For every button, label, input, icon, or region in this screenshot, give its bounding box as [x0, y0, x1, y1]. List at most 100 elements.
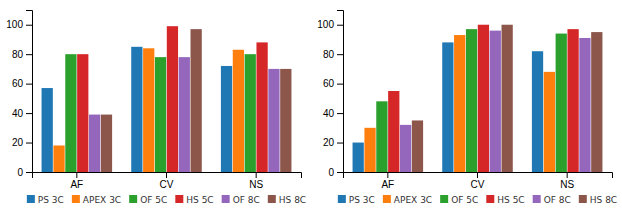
tick: 80 [323, 49, 343, 60]
chart-root: 0 20 40 60 80 100 AF CV NS PS 3C APEX 3C OF 5C HS 5C… [0, 0, 622, 212]
legend-item: APEX 3C [383, 195, 432, 205]
bar [412, 120, 423, 172]
bar [89, 115, 100, 172]
bar [65, 54, 76, 172]
tick-mark [337, 113, 343, 114]
tick-mark [387, 172, 388, 178]
legend-label: APEX 3C [83, 195, 121, 205]
legend-label: HS 5C [186, 195, 213, 205]
bar [400, 125, 411, 172]
bar [364, 128, 375, 172]
bar [245, 54, 256, 172]
legend: PS 3CAPEX 3COF 5CHS 5COF 8CHS 8C [338, 195, 617, 205]
legend-label: OF 8C [544, 195, 571, 205]
tick: 100 [317, 19, 343, 30]
series [376, 29, 567, 172]
bar [466, 29, 477, 172]
bar [442, 42, 453, 172]
tick-label: CV [471, 179, 485, 190]
tick: 100 [6, 19, 32, 30]
tick-label: 20 [12, 137, 24, 148]
series [412, 25, 603, 172]
tick: 40 [12, 108, 32, 119]
series [353, 42, 544, 172]
legend-swatch [222, 195, 230, 203]
legend-label: OF 5C [140, 195, 167, 205]
tick: 0 [17, 167, 32, 178]
tick-label: 40 [323, 108, 335, 119]
bar [376, 101, 387, 172]
tick-label: 80 [323, 49, 335, 60]
bar [131, 47, 142, 172]
legend-label: HS 8C [279, 195, 306, 205]
tick-mark [256, 172, 257, 178]
tick-label: 40 [12, 108, 24, 119]
legend-label: PS 3C [349, 195, 375, 205]
tick-mark [26, 25, 32, 26]
bar [454, 35, 465, 172]
bar [591, 32, 602, 172]
tick: 0 [328, 167, 343, 178]
legend-label: HS 8C [590, 195, 617, 205]
series [364, 35, 555, 172]
tick-mark [26, 54, 32, 55]
bar [191, 29, 202, 172]
tick: 40 [323, 108, 343, 119]
tick-mark [26, 172, 32, 173]
series [400, 31, 591, 172]
bar [556, 34, 567, 172]
legend-swatch [72, 195, 80, 203]
legend: PS 3C APEX 3C OF 5C HS 5C OF 8C HS 8C [27, 195, 306, 205]
series [42, 47, 233, 172]
axis-line [337, 11, 344, 173]
bars [353, 25, 603, 172]
tick-label: 100 [6, 19, 23, 30]
tick: 20 [323, 137, 343, 148]
bar [544, 72, 555, 172]
bar [567, 29, 578, 172]
bar [478, 25, 489, 172]
tick: 60 [323, 78, 343, 89]
legend-item: PS 3C [27, 195, 64, 205]
panel: 020406080100AFCVNSPS 3CAPEX 3COF 5CHS 5C… [317, 11, 617, 205]
legend-swatch [440, 195, 448, 203]
tick-mark [26, 84, 32, 85]
tick-label: NS [560, 179, 574, 190]
tick: CV [160, 172, 174, 190]
bar [77, 54, 88, 172]
series [65, 54, 256, 172]
bar [388, 91, 399, 172]
tick-mark [567, 172, 568, 178]
tick-mark [76, 172, 77, 178]
series [101, 29, 292, 172]
legend-item: OF 8C [222, 195, 260, 205]
legend-swatch [175, 195, 183, 203]
x-axis: AF CV NS [344, 172, 613, 190]
tick-label: 60 [12, 78, 24, 89]
bars [42, 26, 292, 172]
tick-label: 60 [323, 78, 335, 89]
bar [268, 69, 279, 172]
y-axis: 0 20 40 60 80 100 [317, 11, 343, 178]
bar [101, 115, 112, 172]
series [77, 26, 268, 172]
legend-item: HS 8C [268, 195, 306, 205]
bar [280, 69, 291, 172]
legend-item: OF 5C [129, 195, 167, 205]
tick-label: 20 [323, 137, 335, 148]
bar [42, 88, 53, 172]
legend-label: OF 5C [451, 195, 478, 205]
legend-item: HS 8C [579, 195, 617, 205]
panel: 020406080100AFCVNSPS 3CAPEX 3COF 5CHS 5C… [6, 11, 306, 205]
tick-mark [166, 172, 167, 178]
tick-mark [337, 84, 343, 85]
tick: 20 [12, 137, 32, 148]
tick: AF [70, 172, 83, 190]
legend-swatch [27, 195, 35, 203]
legend-swatch [486, 195, 494, 203]
series [89, 57, 280, 172]
legend-swatch [129, 195, 137, 203]
tick-label: 100 [317, 19, 334, 30]
series [53, 48, 244, 172]
tick-label: AF [381, 179, 394, 190]
